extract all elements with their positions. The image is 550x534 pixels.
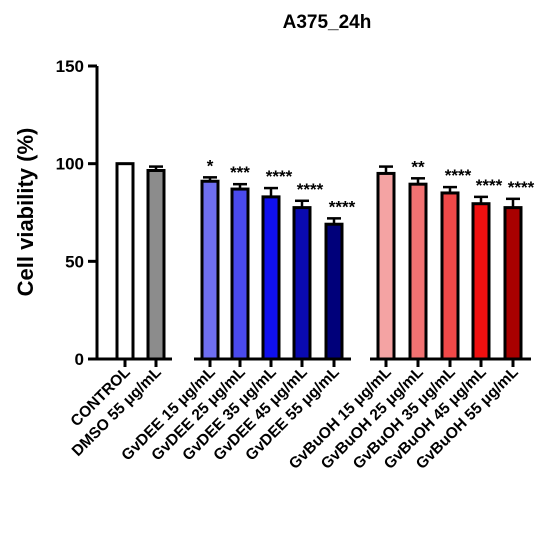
- significance-label: ****: [476, 176, 503, 195]
- significance-label: ****: [508, 178, 535, 197]
- chart-title: A375_24h: [283, 12, 372, 33]
- bar: [200, 179, 220, 361]
- y-tick-label: 0: [75, 350, 84, 369]
- significance-label: ***: [230, 163, 250, 182]
- bar: [440, 191, 460, 361]
- significance-label: ****: [266, 167, 293, 186]
- bar: [376, 171, 396, 361]
- y-axis-label: Cell viability (%): [13, 128, 38, 297]
- bar: [261, 195, 281, 361]
- bar: [146, 169, 166, 361]
- bar: [292, 206, 312, 361]
- bars: [115, 162, 523, 361]
- significance-label: ****: [297, 180, 324, 199]
- bar: [324, 222, 344, 361]
- bar: [503, 206, 523, 361]
- y-tick-label: 150: [56, 57, 84, 76]
- y-tick-label: 50: [65, 252, 84, 271]
- y-tick-label: 100: [56, 155, 84, 174]
- bar: [230, 187, 250, 361]
- significance-label: ****: [329, 197, 356, 216]
- bar: [408, 182, 428, 361]
- significance-label: **: [411, 157, 425, 176]
- significance-label: *: [207, 156, 214, 175]
- significance-label: ****: [445, 166, 472, 185]
- bar: [471, 202, 491, 361]
- bar: [115, 162, 135, 361]
